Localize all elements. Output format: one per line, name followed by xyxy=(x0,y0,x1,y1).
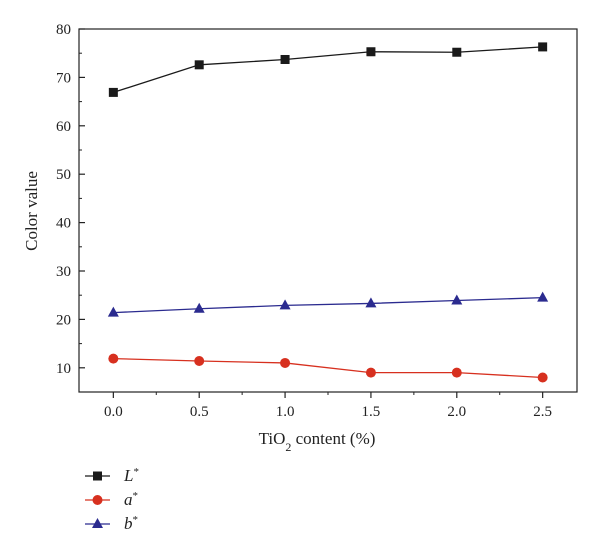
series-line-l xyxy=(113,46,543,94)
legend-label: a* xyxy=(124,490,138,509)
legend-marker xyxy=(92,518,103,528)
data-point-b xyxy=(193,302,205,313)
data-point-b xyxy=(107,306,119,317)
data-point-a xyxy=(451,367,462,378)
x-axis: 0.0 0.5 1.0 1.5 2.0 2.5 xyxy=(104,392,552,420)
data-point-a xyxy=(537,372,548,383)
data-point-l xyxy=(366,47,376,57)
data-point-l xyxy=(194,60,204,70)
y-tick-label: 10 xyxy=(56,361,71,377)
data-point-a xyxy=(194,356,205,367)
x-tick-label: 2.0 xyxy=(447,404,466,420)
x-tick-label: 1.0 xyxy=(276,404,295,420)
data-point-l xyxy=(108,87,118,97)
y-axis-title: Color value xyxy=(22,171,41,251)
x-axis-title: TiO2 content (%) xyxy=(259,429,376,454)
data-point-b xyxy=(537,291,549,302)
y-tick-label: 70 xyxy=(56,70,71,86)
series-layer xyxy=(107,42,549,383)
legend-label: L* xyxy=(123,466,139,485)
data-point-a xyxy=(108,353,119,364)
x-axis-title-prefix: TiO xyxy=(259,429,286,448)
y-tick-label: 80 xyxy=(56,22,71,38)
y-tick-label: 60 xyxy=(56,119,71,135)
data-point-b xyxy=(279,299,291,310)
plot-frame xyxy=(78,28,578,393)
x-tick-label: 2.5 xyxy=(533,404,552,420)
x-axis-title-suffix: content (%) xyxy=(291,429,375,448)
data-point-b xyxy=(451,294,463,305)
data-point-a xyxy=(280,357,291,368)
x-axis-title-subscript: 2 xyxy=(285,440,291,454)
legend-marker xyxy=(93,471,102,481)
series-line-b xyxy=(113,296,543,314)
legend-marker xyxy=(92,495,103,505)
x-tick-label: 0.0 xyxy=(104,404,123,420)
data-point-b xyxy=(365,297,377,308)
x-tick-label: 0.5 xyxy=(190,404,209,420)
data-point-l xyxy=(538,42,548,52)
y-tick-label: 20 xyxy=(56,312,71,328)
data-point-l xyxy=(452,47,462,57)
y-axis: 10 20 30 40 50 60 70 80 xyxy=(56,22,85,377)
y-tick-label: 30 xyxy=(56,264,71,280)
y-tick-label: 50 xyxy=(56,167,71,183)
data-point-l xyxy=(280,54,290,64)
legend: L* a* b* xyxy=(85,466,139,533)
legend-label: b* xyxy=(124,514,138,533)
x-tick-label: 1.5 xyxy=(362,404,381,420)
y-tick-label: 40 xyxy=(56,216,71,232)
series-line-a xyxy=(113,357,543,379)
data-point-a xyxy=(365,367,376,378)
